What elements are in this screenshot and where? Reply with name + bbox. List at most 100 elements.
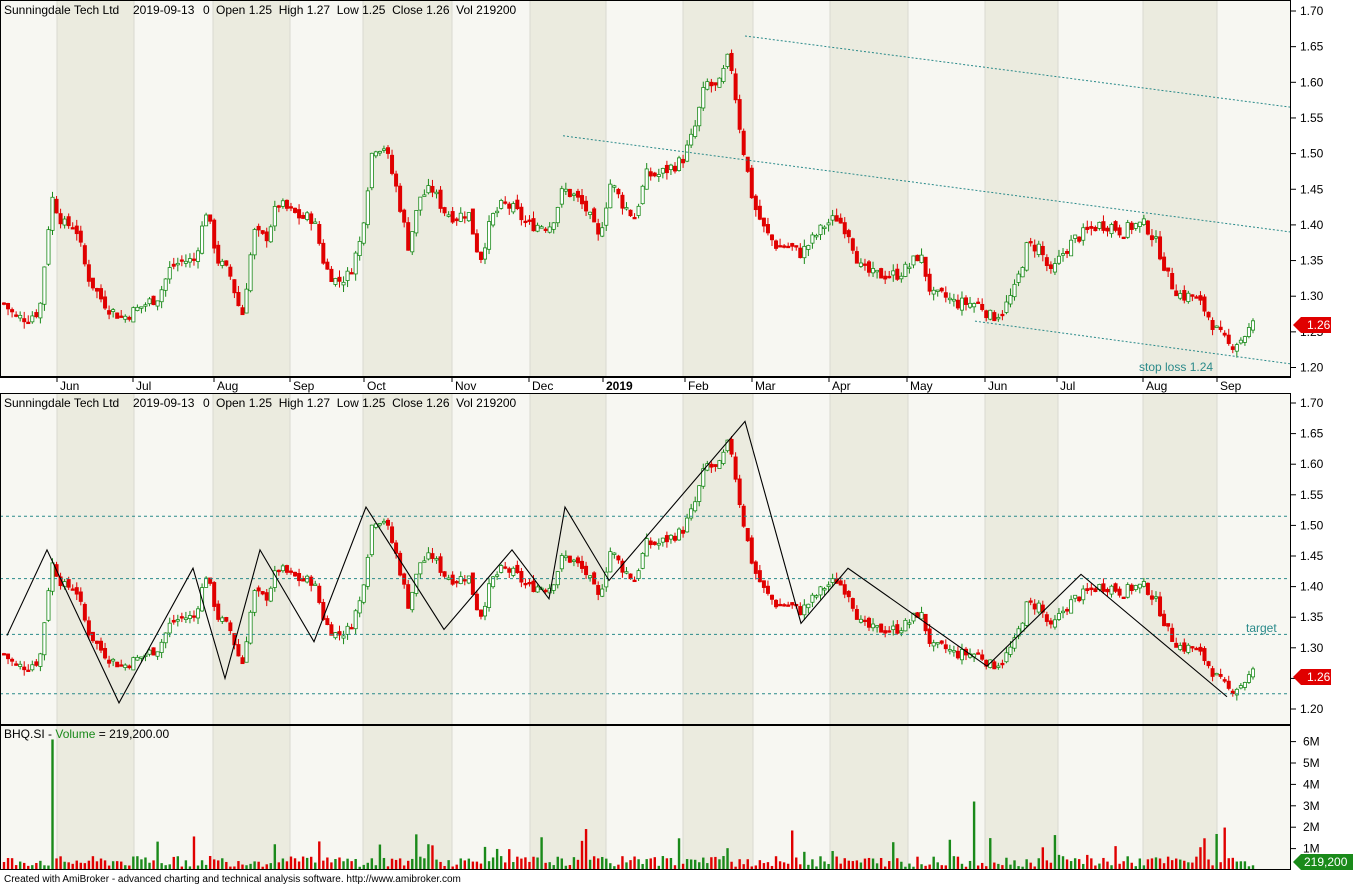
zigzag-candle-body: [293, 571, 298, 577]
price-candle-body: [1125, 222, 1130, 238]
zigzag-candle-body: [757, 570, 762, 583]
volume-bar: [1090, 858, 1093, 870]
price-candle-body: [1242, 336, 1247, 343]
price-candle-body: [1166, 267, 1171, 272]
volume-bar: [342, 861, 345, 870]
volume-bar: [330, 862, 333, 870]
volume-bar: [556, 856, 559, 870]
zigzag-candle-body: [446, 577, 451, 580]
price-y-tick-label: 1.55: [1300, 111, 1324, 125]
zigzag-candle-body: [689, 508, 694, 519]
price-candle-body: [592, 208, 597, 223]
price-candle-body: [276, 205, 281, 208]
zigzag-candle-body: [179, 616, 184, 619]
price-candle-body: [228, 266, 233, 277]
price-candle-body: [99, 288, 104, 300]
price-candle-body: [212, 219, 217, 249]
zigzag-candle-body: [369, 524, 374, 556]
volume-bar: [847, 860, 850, 870]
zigzag-candle-body: [838, 580, 843, 586]
price-candle-body: [1194, 296, 1199, 299]
price-candle-body: [325, 261, 330, 270]
zigzag-candle-body: [753, 561, 758, 574]
volume-bar: [536, 857, 539, 870]
price-panel-ohlcv: Open 1.25 High 1.27 Low 1.25 Close 1.26 …: [216, 3, 517, 17]
zigzag-candle-body: [1121, 596, 1126, 600]
price-candle-body: [774, 240, 779, 249]
volume-bar: [1013, 860, 1016, 870]
zigzag-candle-body: [616, 555, 621, 561]
price-candle-body: [272, 206, 277, 227]
zigzag-candle-body: [163, 632, 168, 644]
price-candle-body: [600, 227, 605, 237]
zigzag-candle-body: [365, 556, 370, 587]
price-candle-body: [115, 312, 120, 319]
volume-bar: [491, 857, 495, 870]
volume-bar: [827, 863, 830, 870]
volume-bar: [277, 862, 281, 870]
zigzag-candle-body: [1085, 588, 1090, 592]
price-candle-body: [854, 251, 859, 264]
price-candle-body: [559, 188, 564, 205]
zigzag-candle-body: [701, 468, 706, 487]
zigzag-candle-body: [264, 592, 269, 601]
price-candle-body: [18, 314, 23, 319]
volume-bar: [702, 857, 705, 870]
volume-y-tick-label: 4M: [1303, 777, 1320, 791]
zigzag-candle-body: [187, 615, 192, 619]
price-candle-body: [761, 217, 766, 227]
volume-bar: [415, 834, 418, 870]
price-candle-body: [398, 185, 403, 212]
price-candle-body: [321, 242, 326, 264]
price-candle-body: [891, 270, 896, 276]
volume-bar: [160, 863, 163, 870]
volume-bar: [374, 865, 378, 870]
zigzag-candle-body: [1117, 588, 1122, 596]
price-badge-middle: 1.26: [1293, 669, 1331, 685]
zigzag-candle-body: [139, 656, 144, 659]
volume-bar: [786, 863, 790, 870]
price-candle-body: [786, 245, 791, 249]
zigzag-candle-body: [1222, 679, 1227, 682]
zigzag-candle-body: [499, 565, 504, 573]
volume-bar: [1227, 858, 1230, 870]
zigzag-candle-body: [527, 581, 532, 585]
volume-bar: [900, 861, 903, 870]
volume-bar: [596, 858, 600, 870]
zigzag-candle-body: [624, 571, 629, 574]
zigzag-candle-body: [107, 659, 112, 664]
price-candle-body: [1137, 221, 1142, 227]
volume-bar: [475, 861, 479, 870]
zigzag-candle-body: [903, 619, 908, 632]
price-candle-body: [996, 316, 1001, 320]
volume-bar: [1203, 838, 1206, 870]
zigzag-candle-body: [761, 580, 766, 588]
volume-bar: [835, 856, 838, 870]
price-candle-body: [491, 213, 496, 226]
volume-bar: [956, 856, 960, 870]
zigzag-candle-body: [361, 584, 366, 603]
zigzag-candle-body: [693, 501, 698, 512]
zigzag-candle-body: [381, 520, 386, 524]
month-band: [753, 0, 830, 377]
volume-bar: [326, 857, 329, 870]
volume-bar: [1049, 862, 1053, 870]
price-candle-body: [418, 196, 423, 211]
zigzag-candle-body: [672, 535, 677, 541]
zigzag-candle-body: [774, 599, 779, 608]
volume-bar: [261, 866, 264, 870]
zigzag-candle-body: [30, 664, 35, 671]
zigzag-candle-body: [806, 603, 811, 609]
price-candle-body: [381, 148, 386, 151]
volume-bar: [936, 862, 939, 870]
price-candle-body: [790, 243, 795, 247]
price-candle-body: [858, 262, 863, 267]
volume-bar: [968, 860, 972, 870]
price-candle-body: [220, 260, 225, 266]
volume-bar: [249, 863, 252, 870]
volume-bar: [120, 861, 123, 870]
zigzag-candle-body: [588, 575, 593, 579]
zigzag-candle-body: [159, 641, 164, 653]
volume-bar: [79, 862, 82, 870]
